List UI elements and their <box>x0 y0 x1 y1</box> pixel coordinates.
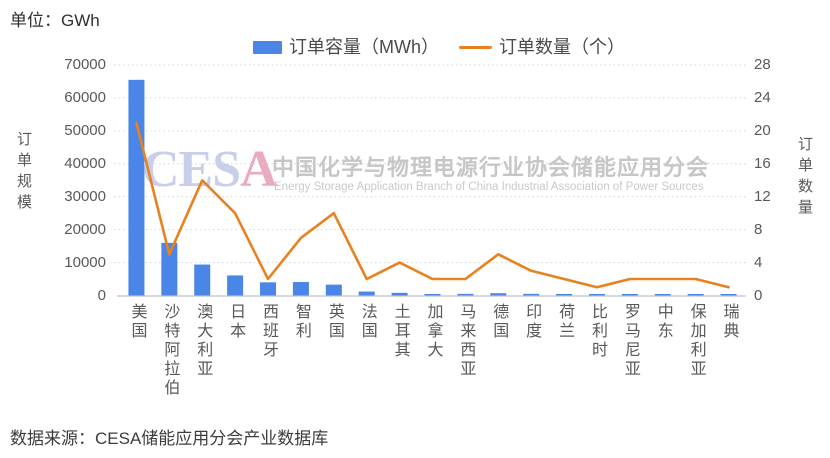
bar-瑞典 <box>720 294 737 296</box>
bar-美国 <box>128 79 145 296</box>
bar-印度 <box>523 293 540 296</box>
source-note: 数据来源：CESA储能应用分会产业数据库 <box>10 429 329 448</box>
bar-比利时 <box>588 294 605 296</box>
unit-label: 单位：GWh <box>10 11 100 30</box>
bar-法国 <box>358 291 375 296</box>
bar-西班牙 <box>260 282 277 296</box>
bar-英国 <box>325 284 342 296</box>
bar-智利 <box>292 281 309 296</box>
right-axis-title: 订单数量 <box>796 136 813 220</box>
order-count-line <box>135 121 730 289</box>
legend-bar-label: 订单容量（MWh） <box>289 37 439 57</box>
bar-马来西亚 <box>457 293 474 296</box>
bar-土耳其 <box>391 292 408 296</box>
left-axis-title: 订单规模 <box>15 131 32 215</box>
bar-德国 <box>490 293 507 296</box>
bar-保加利亚 <box>687 294 704 296</box>
bar-加拿大 <box>424 294 441 296</box>
legend-line-swatch-icon <box>459 45 492 49</box>
bar-罗马尼亚 <box>621 294 638 296</box>
legend-bar-swatch-icon <box>253 40 282 54</box>
legend: 订单容量（MWh） 订单数量（个） <box>253 37 625 57</box>
bar-中东 <box>654 294 671 296</box>
legend-line-label: 订单数量（个） <box>499 37 625 57</box>
bar-日本 <box>227 275 244 296</box>
bar-荷兰 <box>556 294 573 296</box>
bar-澳大利亚 <box>194 264 211 296</box>
bar-沙特阿拉伯 <box>161 242 178 296</box>
